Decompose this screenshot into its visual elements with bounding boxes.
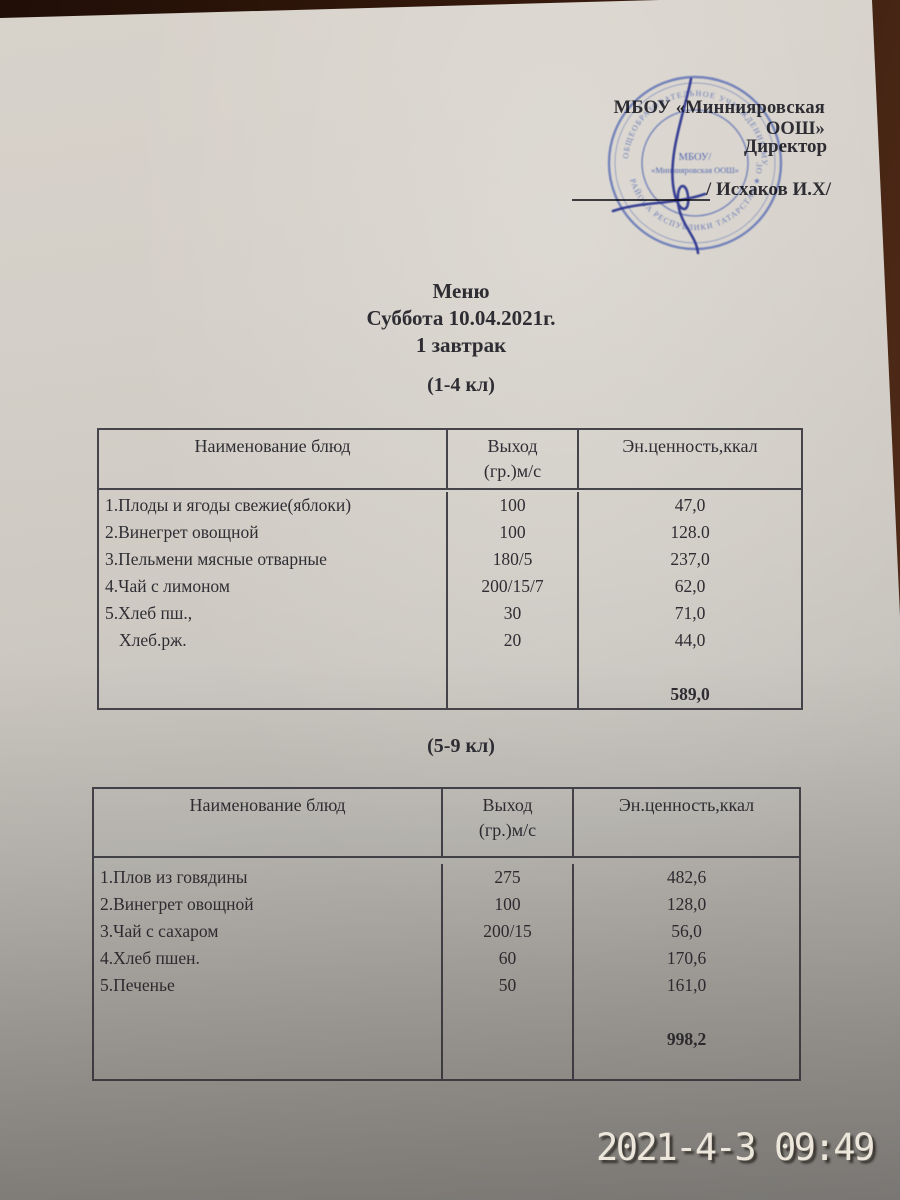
signature-line <box>572 199 710 201</box>
column-header-kcal: Эн.ценность,ккал <box>577 430 801 488</box>
spacer-line <box>579 654 801 681</box>
portion-header-line2: (гр.)м/с <box>483 461 542 481</box>
dish-name-column: 1.Плоды и ягоды свежие(яблоки) 2.Винегре… <box>99 492 446 708</box>
portion-column: 100 100 180/5 200/15/7 30 20 <box>446 492 577 708</box>
total-kcal: 589,0 <box>670 684 710 704</box>
signature-scribble-icon <box>611 77 707 255</box>
kcal-value: 170,6 <box>666 948 707 968</box>
kcal-value: 62,0 <box>674 576 706 596</box>
stamp-center-line2: «Миннияровская ООШ» <box>651 166 739 175</box>
portion-value: 100 <box>499 522 526 542</box>
portion-value: 100 <box>494 894 521 914</box>
table-header: Наименование блюд Выход (гр.)м/с Эн.ценн… <box>99 430 801 490</box>
portion-value: 50 <box>498 975 517 995</box>
dish-name: 2.Винегрет овощной <box>105 522 259 542</box>
table-body: 1.Плоды и ягоды свежие(яблоки) 2.Винегре… <box>99 490 801 708</box>
dish-name: 3.Чай с сахаром <box>100 921 219 941</box>
portion-header-line2: (гр.)м/с <box>478 820 537 840</box>
kcal-column: 482,6 128,0 56,0 170,6 161,0 998,2 <box>572 864 799 1079</box>
dish-name: 1.Плоды и ягоды свежие(яблоки) <box>105 495 352 515</box>
portion-header-line1: Выход <box>487 436 538 456</box>
kcal-column: 47,0 128.0 237,0 62,0 71,0 44,0 589,0 <box>577 492 801 708</box>
portion-value: 30 <box>503 603 522 623</box>
menu-table-5-9: Наименование блюд Выход (гр.)м/с Эн.ценн… <box>92 787 801 1081</box>
menu-title: Меню <box>432 279 490 303</box>
menu-date: Суббота 10.04.2021г. <box>366 306 556 330</box>
kcal-value: 47,0 <box>674 495 706 515</box>
portion-column: 275 100 200/15 60 50 <box>441 864 572 1079</box>
kcal-value: 71,0 <box>674 603 706 623</box>
table-body: 1.Плов из говядины 2.Винегрет овощной 3.… <box>94 858 799 1079</box>
round-stamp-icon: ОБЩЕОБРАЗОВАТЕЛЬНОЕ УЧРЕЖДЕНИЕ МУНИЦИПАЛ… <box>595 63 783 255</box>
grade-label-1-4: (1-4 кл) <box>427 374 495 396</box>
portion-value: 20 <box>503 630 522 650</box>
kcal-value: 237,0 <box>670 549 710 569</box>
dish-name: 1.Плов из говядины <box>100 867 248 887</box>
column-header-kcal: Эн.ценность,ккал <box>572 789 799 856</box>
portion-header-line1: Выход <box>482 795 533 815</box>
total-kcal: 998,2 <box>666 1029 707 1049</box>
director-label: Директор <box>744 136 828 157</box>
portion-value: 180/5 <box>492 549 533 569</box>
portion-value: 100 <box>499 495 526 515</box>
column-header-portion: Выход (гр.)м/с <box>446 430 577 488</box>
column-header-portion: Выход (гр.)м/с <box>441 789 572 856</box>
dish-name: Хлеб.рж. <box>119 630 187 650</box>
portion-value: 200/15/7 <box>481 576 544 596</box>
meal-label: 1 завтрак <box>415 333 507 357</box>
portion-value: 60 <box>498 948 517 968</box>
kcal-value: 44,0 <box>674 630 706 650</box>
column-header-dish: Наименование блюд <box>194 436 351 456</box>
grade-label-5-9: (5-9 кл) <box>427 735 495 757</box>
dish-name: 5.Хлеб пш., <box>105 603 193 623</box>
dish-name: 5.Печенье <box>100 975 175 995</box>
stamp-center-line1: МБОУ/ <box>679 152 712 163</box>
kcal-value: 482,6 <box>666 867 707 887</box>
dish-name: 3.Пельмени мясные отварные <box>105 549 327 569</box>
dish-name: 2.Винегрет овощной <box>100 894 254 914</box>
portion-value: 275 <box>494 867 521 887</box>
kcal-value: 128.0 <box>670 522 710 542</box>
portion-value: 200/15 <box>483 921 532 941</box>
org-name: МБОУ «Миннияровская ООШ» <box>613 98 825 139</box>
menu-table-1-4: Наименование блюд Выход (гр.)м/с Эн.ценн… <box>97 428 803 710</box>
kcal-value: 56,0 <box>671 921 702 941</box>
column-header-dish: Наименование блюд <box>189 795 346 815</box>
kcal-value: 128,0 <box>666 894 707 914</box>
spacer-line <box>574 999 799 1026</box>
dish-name: 4.Чай с лимоном <box>105 576 230 596</box>
camera-timestamp: 2021-4-3 09:49 <box>596 1126 875 1169</box>
dish-name: 4.Хлеб пшен. <box>100 948 200 968</box>
kcal-value: 161,0 <box>666 975 707 995</box>
table-header: Наименование блюд Выход (гр.)м/с Эн.ценн… <box>94 789 799 858</box>
dish-name-column: 1.Плов из говядины 2.Винегрет овощной 3.… <box>94 864 441 1079</box>
